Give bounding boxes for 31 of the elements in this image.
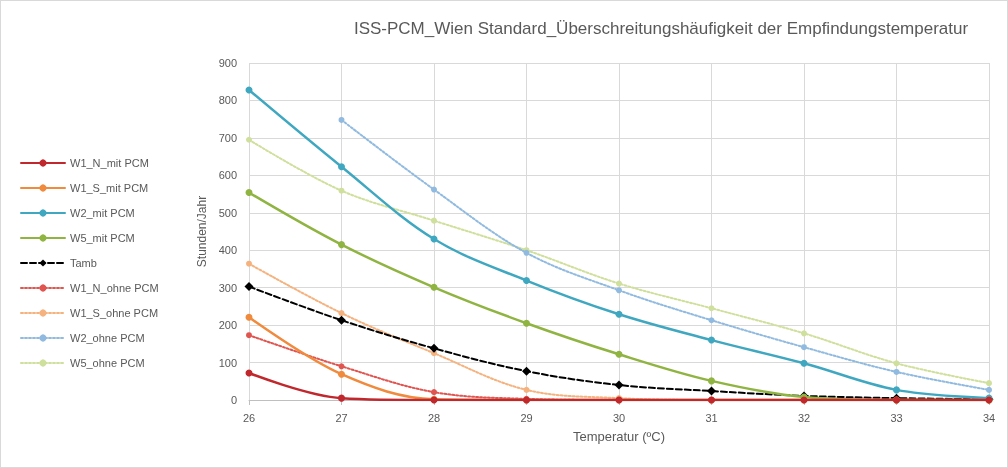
legend-label: W5_mit PCM xyxy=(70,232,135,244)
x-tick-label: 29 xyxy=(520,411,533,424)
x-tick-label: 32 xyxy=(797,411,811,424)
x-axis-title: Temperatur (ºC) xyxy=(572,429,666,444)
legend-label: W2_mit PCM xyxy=(70,207,135,219)
legend-label: W1_N_ohne PCM xyxy=(70,282,159,294)
chart-title: ISS-PCM_Wien Standard_Überschreitungshäufigkeit der Empfindungstemperatur xyxy=(353,19,969,38)
y-axis-title: Stunden/Jahr xyxy=(194,195,209,268)
y-tick-label: 200 xyxy=(218,319,237,332)
y-tick-label: 900 xyxy=(218,57,237,69)
legend-label: W5_ohne PCM xyxy=(70,357,145,369)
y-tick-label: 0 xyxy=(230,394,237,406)
y-tick-label: 600 xyxy=(218,169,237,182)
legend-label: W1_N_mit PCM xyxy=(70,157,149,169)
y-tick-label: 700 xyxy=(218,131,237,144)
legend-label: W1_S_mit PCM xyxy=(70,182,149,194)
x-tick-label: 30 xyxy=(612,411,626,424)
x-tick-label: 27 xyxy=(335,411,348,424)
legend-label: W1_S_ohne PCM xyxy=(70,307,159,319)
legend-label: Tamb xyxy=(70,257,97,269)
x-tick-label: 28 xyxy=(427,411,441,424)
x-tick-label: 34 xyxy=(982,411,996,424)
y-tick-label: 300 xyxy=(218,281,237,294)
y-tick-label: 400 xyxy=(218,244,237,257)
x-tick-label: 26 xyxy=(242,411,256,424)
y-tick-label: 100 xyxy=(218,356,237,369)
legend-label: W2_ohne PCM xyxy=(70,332,145,344)
x-tick-label: 31 xyxy=(705,411,718,424)
y-tick-label: 800 xyxy=(218,94,237,107)
x-tick-label: 33 xyxy=(890,411,903,424)
y-tick-label: 500 xyxy=(218,206,237,219)
